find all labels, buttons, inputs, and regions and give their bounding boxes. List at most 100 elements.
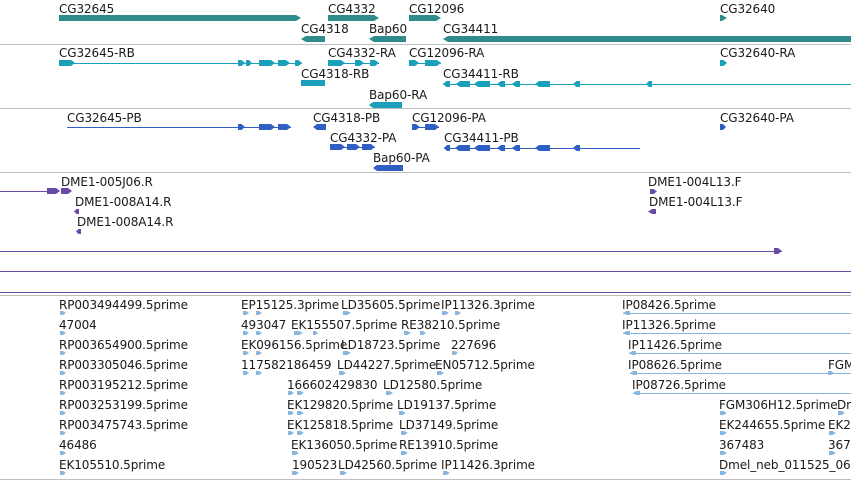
- est-190523-label[interactable]: 190523: [292, 458, 338, 472]
- transcript-cg32645-rb-exon[interactable]: [259, 60, 275, 66]
- transcript-cg34411-rb-exon[interactable]: [443, 81, 450, 87]
- protein-cg32645-pb-label[interactable]: CG32645-PB: [67, 111, 142, 125]
- transcript-cg4332-ra-label[interactable]: CG4332-RA: [328, 46, 396, 60]
- est-rp003654900-label[interactable]: RP003654900.5prime: [59, 338, 188, 352]
- est-227696-label[interactable]: 227696: [451, 338, 497, 352]
- est-ep15125-label[interactable]: EP15125.3prime: [241, 298, 339, 312]
- est-rp003654900-exon[interactable]: [60, 351, 66, 355]
- est-ek244655-exon[interactable]: [720, 431, 727, 435]
- est-ip11426-b-exon[interactable]: [443, 471, 450, 475]
- est-rp003253199-label[interactable]: RP003253199.5prime: [59, 398, 188, 412]
- clone-dme1-005j06-r-exon[interactable]: [61, 188, 72, 194]
- est-ip08426-label[interactable]: IP08426.5prime: [622, 298, 716, 312]
- transcript-cg4332-ra-exon[interactable]: [370, 60, 379, 66]
- transcript-cg32645-rb-exon[interactable]: [59, 60, 75, 66]
- est-ld12580-label[interactable]: LD12580.5prime: [383, 378, 483, 392]
- est-fgm306h12-exon[interactable]: [720, 411, 727, 415]
- est-117582186459-label[interactable]: 117582186459: [241, 358, 332, 372]
- est-ld18723-label[interactable]: LD18723.5prime: [341, 338, 441, 352]
- est-ek105510-exon[interactable]: [60, 471, 66, 475]
- clone-dme1-008a14-r-b-exon[interactable]: [76, 229, 81, 234]
- protein-cg34411-pb-exon[interactable]: [573, 145, 580, 151]
- protein-cg34411-pb-exon[interactable]: [455, 145, 470, 151]
- est-ek155507-exon[interactable]: [313, 331, 318, 335]
- clone-dme1-004l13-f-b-exon[interactable]: [648, 209, 656, 214]
- transcript-cg4332-ra-exon[interactable]: [328, 60, 345, 66]
- clone-dme1-004l13-f-a-label[interactable]: DME1-004L13.F: [648, 175, 742, 189]
- est-47004-label[interactable]: 47004: [59, 318, 97, 332]
- est-ip11326-a-label[interactable]: IP11326.3prime: [441, 298, 535, 312]
- est-ip11426-b-label[interactable]: IP11426.3prime: [441, 458, 535, 472]
- est-ip11426-exon[interactable]: [629, 351, 636, 355]
- est-ek125818-exon[interactable]: [288, 431, 294, 435]
- protein-cg34411-pb-exon[interactable]: [444, 145, 450, 151]
- gene-cg12096-label[interactable]: CG12096: [409, 2, 465, 16]
- protein-cg4332-pa-label[interactable]: CG4332-PA: [330, 131, 397, 145]
- est-ip08626-exon[interactable]: [630, 371, 637, 375]
- gene-cg34411-bar[interactable]: [443, 36, 851, 42]
- est-ip11326-b-label[interactable]: IP11326.5prime: [622, 318, 716, 332]
- est-rp003305046-label[interactable]: RP003305046.5prime: [59, 358, 188, 372]
- est-46486-label[interactable]: 46486: [59, 438, 97, 452]
- protein-cg4318-pb-label[interactable]: CG4318-PB: [313, 111, 381, 125]
- est-ep15125-exon[interactable]: [243, 311, 249, 315]
- transcript-cg32645-rb-exon[interactable]: [238, 60, 245, 66]
- est-493047-exon[interactable]: [256, 331, 262, 335]
- gene-bap60-bar[interactable]: [369, 36, 406, 42]
- transcript-cg32645-rb-label[interactable]: CG32645-RB: [59, 46, 135, 60]
- transcript-bap60-ra-label[interactable]: Bap60-RA: [369, 88, 428, 102]
- est-ip11326-a-exon[interactable]: [455, 311, 461, 315]
- protein-cg34411-pb-label[interactable]: CG34411-PB: [444, 131, 519, 145]
- est-ld37149-exon[interactable]: [401, 431, 408, 435]
- est-ld19137-exon[interactable]: [399, 411, 406, 415]
- est-ek129820-exon[interactable]: [288, 411, 294, 415]
- protein-cg34411-pb-exon[interactable]: [535, 145, 550, 151]
- est-ek096156-exon[interactable]: [256, 351, 262, 355]
- est-166602429830-exon[interactable]: [297, 391, 304, 395]
- est-fgm306h12-label[interactable]: FGM306H12.5prime: [719, 398, 838, 412]
- est-ld18723-exon[interactable]: [343, 351, 351, 355]
- est-ek155507-label[interactable]: EK155507.5prime: [291, 318, 398, 332]
- est-ek096156-label[interactable]: EK096156.5prime: [241, 338, 348, 352]
- est-ld12580-exon[interactable]: [386, 391, 393, 395]
- protein-cg4332-pa-exon[interactable]: [362, 144, 375, 150]
- est-ld42560-exon[interactable]: [340, 471, 347, 475]
- transcript-cg34411-rb-label[interactable]: CG34411-RB: [443, 67, 519, 81]
- est-ek136050-exon[interactable]: [292, 451, 299, 455]
- est-ld19137-label[interactable]: LD19137.5prime: [397, 398, 497, 412]
- est-117582186459-exon[interactable]: [243, 371, 249, 375]
- protein-cg34411-pb-exon[interactable]: [497, 145, 505, 151]
- est-fgm-partial-exon[interactable]: [828, 371, 834, 375]
- est-re38210-label[interactable]: RE38210.5prime: [401, 318, 501, 332]
- gene-cg32640-label[interactable]: CG32640: [720, 2, 776, 16]
- est-ld35605-exon[interactable]: [343, 311, 351, 315]
- gene-cg4318-bar[interactable]: [301, 36, 325, 42]
- est-ek129820-label[interactable]: EK129820.5prime: [287, 398, 394, 412]
- protein-cg4332-pa-exon[interactable]: [347, 144, 360, 150]
- est-ek244655-label[interactable]: EK244655.5prime: [719, 418, 826, 432]
- gene-cg4332-bar[interactable]: [328, 15, 379, 21]
- transcript-cg4318-rb-exon[interactable]: [301, 80, 325, 86]
- gene-cg12096-bar[interactable]: [409, 15, 441, 21]
- est-493047-label[interactable]: 493047: [241, 318, 287, 332]
- transcript-cg32645-rb-exon[interactable]: [278, 60, 290, 66]
- est-117582186459-exon[interactable]: [256, 371, 262, 375]
- transcript-cg12096-ra-label[interactable]: CG12096-RA: [409, 46, 485, 60]
- transcript-cg32640-ra-exon[interactable]: [720, 60, 727, 66]
- est-367-partial-label[interactable]: 367: [828, 438, 851, 452]
- est-166602429830-exon[interactable]: [288, 391, 294, 395]
- est-367483-label[interactable]: 367483: [719, 438, 765, 452]
- transcript-cg34411-rb-exon[interactable]: [512, 81, 520, 87]
- transcript-cg32640-ra-label[interactable]: CG32640-RA: [720, 46, 796, 60]
- transcript-cg32645-rb-exon[interactable]: [295, 60, 302, 66]
- transcript-cg34411-rb-exon[interactable]: [535, 81, 550, 87]
- est-47004-exon[interactable]: [60, 331, 66, 335]
- gene-cg32645-label[interactable]: CG32645: [59, 2, 115, 16]
- est-dr-partial-exon[interactable]: [838, 411, 845, 415]
- est-dr-partial-label[interactable]: Dr: [837, 398, 851, 412]
- protein-cg32640-pa-exon[interactable]: [720, 124, 726, 130]
- est-re38210-exon[interactable]: [404, 331, 411, 335]
- est-re13910-exon[interactable]: [401, 451, 408, 455]
- est-493047-exon[interactable]: [243, 331, 249, 335]
- est-ld44227-label[interactable]: LD44227.5prime: [337, 358, 437, 372]
